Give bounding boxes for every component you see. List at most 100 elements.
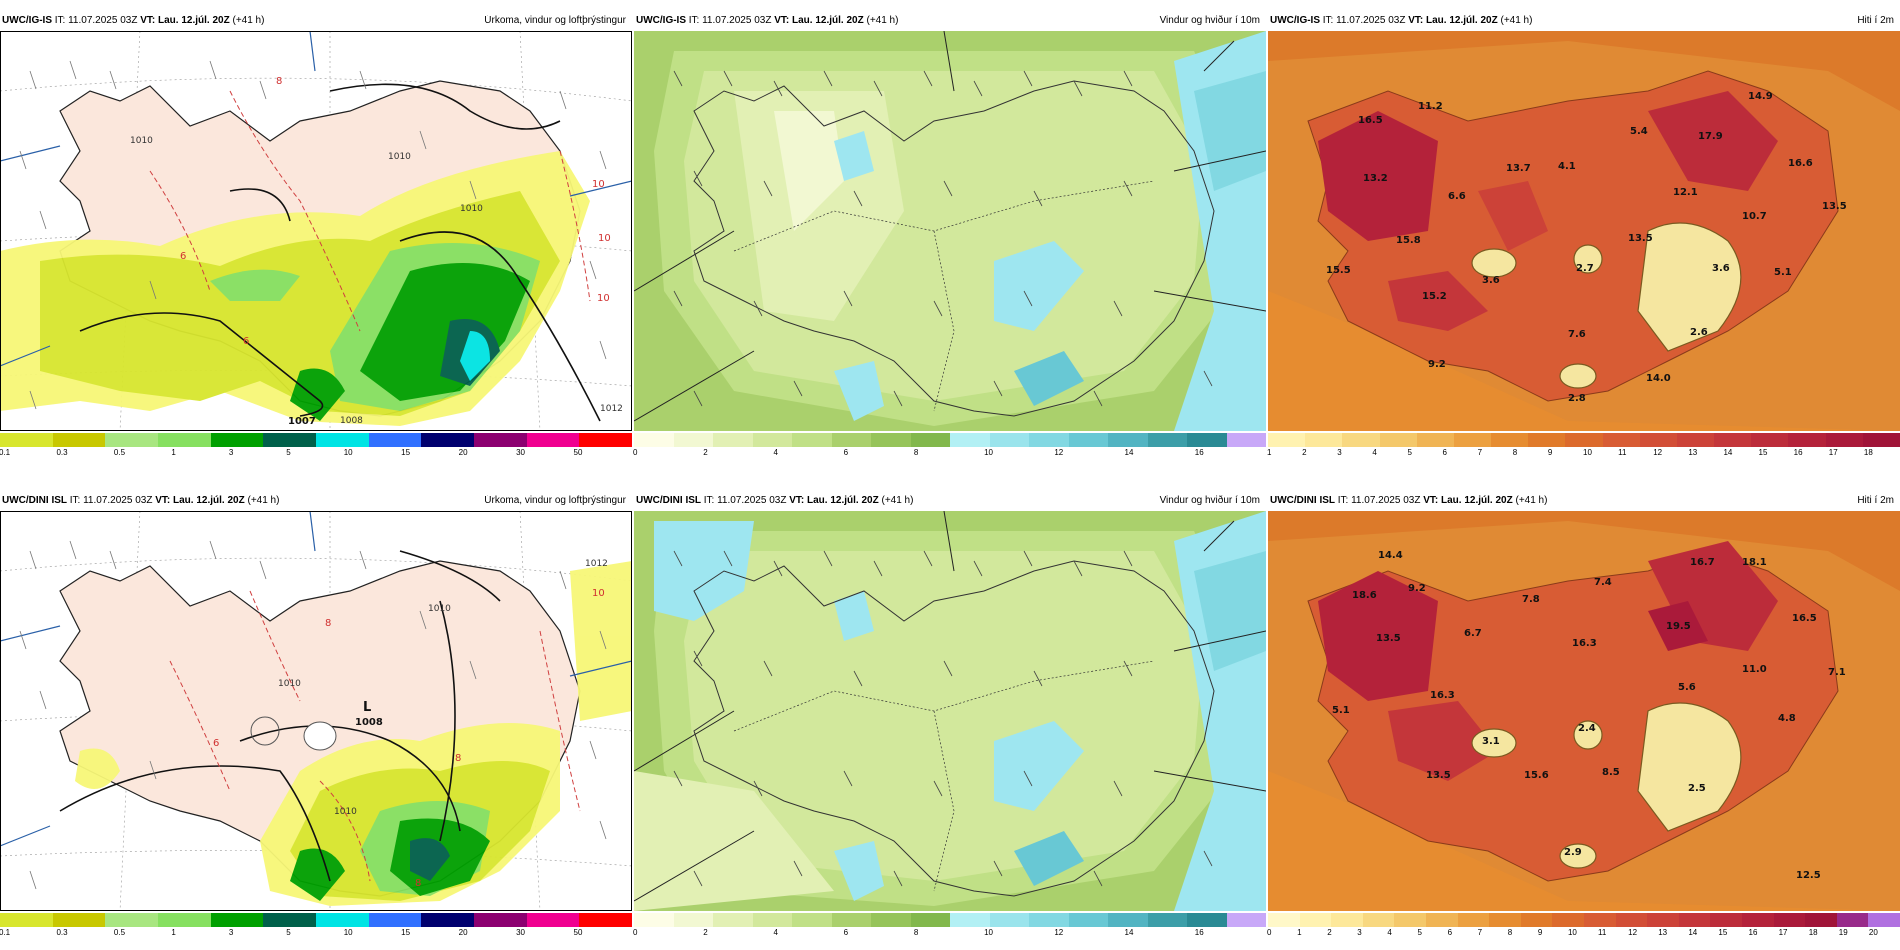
wind-map-canvas (634, 511, 1266, 911)
colorbar-tick: 50 (573, 928, 583, 937)
pressure-centre-value: 1007 (288, 416, 316, 427)
colorbar-segment (263, 913, 317, 927)
panel-header: UWC/DINI ISL IT: 11.07.2025 03Z VT: Lau.… (2, 495, 628, 509)
colorbar-tick: 2 (703, 928, 708, 937)
glacier-myrdalsjokull (1559, 363, 1597, 389)
colorbar-segment (579, 913, 633, 927)
temp-isoline-label: 8 (276, 76, 282, 87)
colorbar-segment (1226, 913, 1266, 927)
colorbar-segment (368, 913, 422, 927)
colorbar-segment (474, 433, 527, 447)
issue-time: IT: 11.07.2025 03Z (703, 495, 787, 506)
panel-title: Hiti í 2m (1857, 495, 1894, 506)
colorbar-segment (526, 433, 580, 447)
colorbar-tick: 15 (1718, 928, 1728, 937)
valid-time-label: VT: (774, 15, 790, 26)
grid-meridians (0, 31, 632, 367)
temp-lines (149, 90, 591, 332)
isobar-label: 1012 (585, 559, 608, 569)
glacier-hofsjokull (1573, 244, 1603, 274)
colorbar-tick: 14 (1124, 448, 1134, 457)
colorbar-segment (1491, 433, 1529, 447)
wind-colorbar (634, 913, 1266, 927)
colorbar-segment (0, 913, 53, 927)
colorbar-segment (713, 913, 753, 927)
colorbar-tick: 4 (1387, 928, 1392, 937)
colorbar-tick: 18 (1808, 928, 1818, 937)
temp-colorbar (1268, 433, 1900, 447)
colorbar-segment (792, 433, 832, 447)
temp-isoline-label: 8 (415, 878, 421, 889)
temp-value-label: 5.1 (1332, 705, 1350, 716)
colorbar-segment (1615, 913, 1648, 927)
colorbar-segment (1825, 433, 1863, 447)
colorbar-segment (1147, 913, 1187, 927)
temp-isoline-label: 10 (597, 293, 610, 304)
panel-title: Vindur og hviður í 10m (1159, 15, 1260, 26)
colorbar-tick: 3 (1357, 928, 1362, 937)
temp-value-label: 2.8 (1568, 393, 1586, 404)
colorbar-tick: 3 (228, 928, 234, 937)
temp-value-label: 11.0 (1742, 664, 1767, 675)
colorbar-tick: 15 (401, 448, 411, 457)
colorbar-segment (158, 433, 211, 447)
colorbar-tick: 0 (633, 928, 638, 937)
wind-map-canvas (634, 31, 1266, 431)
colorbar-tick: 2 (1302, 448, 1307, 457)
panel-header: UWC/DINI ISL IT: 11.07.2025 03Z VT: Lau.… (636, 495, 1262, 509)
temp-value-label: 4.8 (1778, 713, 1796, 724)
temp-value-label: 10.7 (1742, 211, 1767, 222)
colorbar-tick: 6 (843, 928, 849, 937)
wind-barbs (19, 540, 607, 890)
isobar-label: 1010 (388, 152, 411, 162)
colorbar-tick: 12 (1653, 448, 1663, 457)
temp-map: 14.4 16.7 18.1 18.6 9.2 7.8 7.4 19.5 16.… (1268, 511, 1900, 911)
temp-value-label: 13.5 (1376, 633, 1401, 644)
colorbar-tick: 19 (1838, 928, 1848, 937)
issue-time: IT: 11.07.2025 03Z (688, 15, 772, 26)
temp-value-label: 19.5 (1666, 621, 1691, 632)
colorbar-segment (1751, 433, 1789, 447)
colorbar-segment (526, 913, 580, 927)
panel-title: Úrkoma, vindur og loftþrýstingur (484, 15, 626, 26)
temp-value-label: 14.4 (1378, 550, 1403, 561)
colorbar-tick: 30 (516, 448, 525, 457)
colorbar-tick: 10 (1567, 928, 1577, 937)
temp-value-label: 12.5 (1796, 870, 1821, 881)
colorbar-tick: 15 (401, 928, 411, 937)
colorbar-tick: 12 (1054, 448, 1064, 457)
model-name: UWC/DINI ISL (1270, 495, 1335, 506)
colorbar-segment (1678, 913, 1711, 927)
temp-map-canvas: 16.5 11.2 13.7 5.4 17.9 14.9 16.6 13.2 6… (1268, 31, 1900, 431)
colorbar-segment (752, 433, 792, 447)
colorbar-segment (1108, 433, 1148, 447)
temp-value-label: 13.5 (1822, 201, 1847, 212)
colorbar-tick: 10 (343, 928, 353, 937)
colorbar-tick: 1 (171, 448, 176, 457)
colorbar-tick: 17 (1828, 448, 1838, 457)
panel-header: UWC/IG-IS IT: 11.07.2025 03Z VT: Lau. 12… (1270, 15, 1896, 29)
lead-time: (+41 h) (1500, 15, 1533, 26)
colorbar-tick: 5 (1417, 928, 1422, 937)
colorbar-segment (1379, 433, 1417, 447)
panel-header: UWC/IG-IS IT: 11.07.2025 03Z VT: Lau. 12… (2, 15, 628, 29)
colorbar-tick: 8 (1507, 928, 1513, 937)
colorbar-tick: 8 (913, 928, 919, 937)
colorbar-tick: 20 (458, 928, 468, 937)
colorbar-segment (673, 433, 713, 447)
colorbar-tick: 13 (1658, 928, 1668, 937)
lead-time: (+41 h) (247, 495, 280, 506)
temp-value-label: 11.2 (1418, 101, 1443, 112)
temp-value-label: 16.5 (1358, 115, 1383, 126)
panel-title: Vindur og hviður í 10m (1159, 495, 1260, 506)
colorbar-segment (1639, 433, 1677, 447)
temp-value-label: 3.6 (1712, 263, 1730, 274)
colorbar-segment (1394, 913, 1426, 927)
colorbar-segment (673, 913, 713, 927)
colorbar-segment (634, 433, 674, 447)
colorbar-segment (1710, 913, 1742, 927)
colorbar-tick: 0.5 (113, 448, 126, 457)
temp-values: 14.4 16.7 18.1 18.6 9.2 7.8 7.4 19.5 16.… (1332, 550, 1846, 881)
valid-time: Lau. 12.júl. 20Z (173, 495, 245, 506)
temp-panel-bottom: UWC/DINI ISL IT: 11.07.2025 03Z VT: Lau.… (1267, 495, 1900, 945)
